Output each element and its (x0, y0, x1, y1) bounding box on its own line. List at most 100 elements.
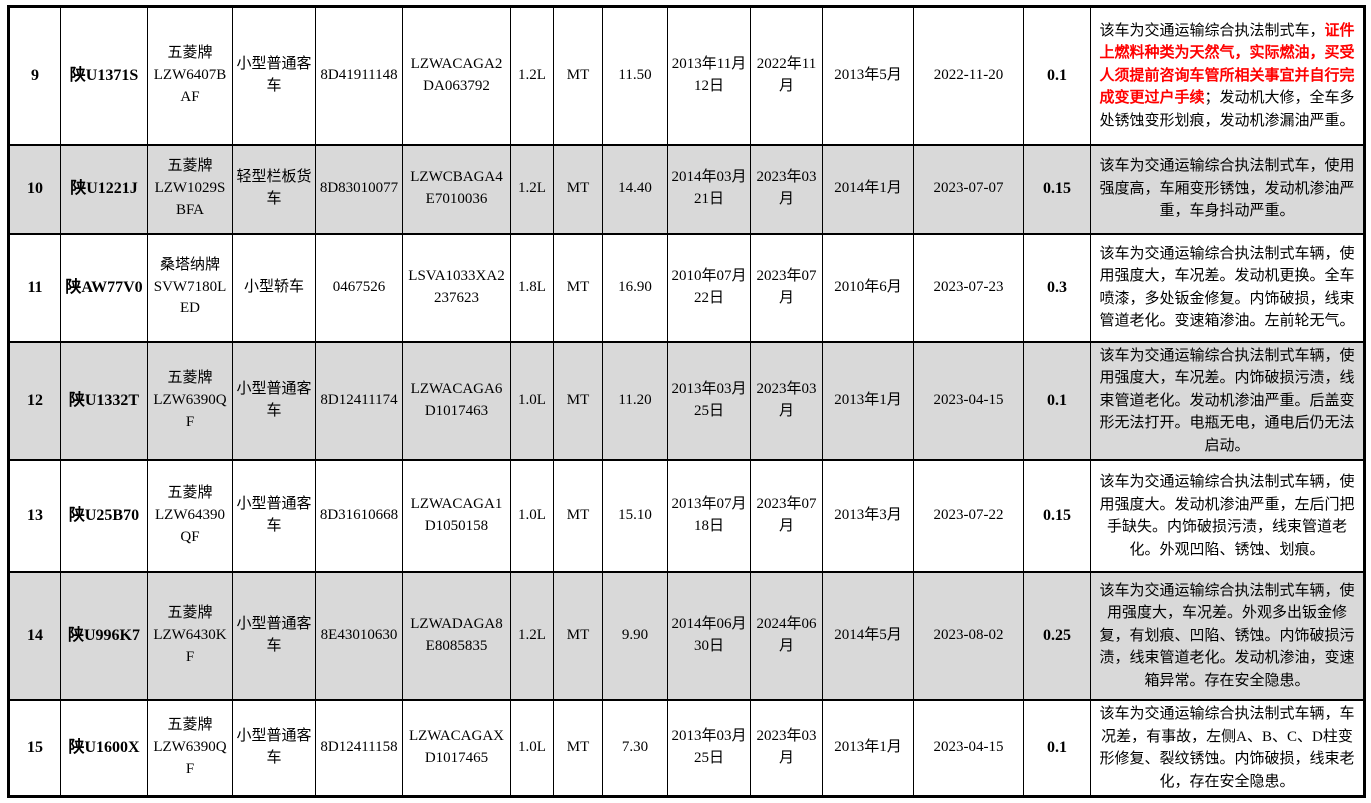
row-number: 13 (8, 459, 61, 573)
register-date: 2013年11月12日 (667, 5, 751, 146)
condition-description: 该车为交通运输综合执法制式车辆，使用强度大，车况差。外观多出钣金修复，有划痕、凹… (1090, 571, 1365, 701)
ratio-value: 0.25 (1023, 571, 1091, 701)
description-text: 该车为交通运输综合执法制式车辆，车况差，有事故，左侧A、B、C、D柱变形修复、裂… (1099, 706, 1355, 790)
brand-name: 桑塔纳牌 (159, 256, 220, 273)
mileage: 16.90 (602, 232, 668, 343)
description-text: 该车为交通运输综合执法制式车辆，使用强度大，车况差。外观多出钣金修复，有划痕、凹… (1099, 582, 1355, 689)
register-date: 2010年07月22日 (667, 232, 751, 343)
base-date: 2023-07-22 (913, 459, 1024, 573)
inspection-valid-until: 2023年03月 (750, 340, 823, 461)
displacement: 1.0L (510, 459, 554, 573)
description-text: 该车为交通运输综合执法制式车辆，使用强度大。发动机渗油严重，左后门把手缺失。内饰… (1099, 474, 1355, 558)
brand-model-cell: 五菱牌 LZW1029SBFA (147, 143, 233, 235)
table-row: 9 陕U1371S 五菱牌 LZW6407BAF 小型普通客车 8D419111… (8, 5, 1365, 146)
gearbox: MT (553, 459, 603, 573)
brand-model-cell: 五菱牌 LZW6407BAF (147, 5, 233, 146)
table-row: 10 陕U1221J 五菱牌 LZW1029SBFA 轻型栏板货车 8D8301… (8, 143, 1365, 235)
brand-model-cell: 五菱牌 LZW6390QF (147, 340, 233, 461)
brand-name: 五菱牌 (167, 717, 213, 734)
row-number: 12 (8, 340, 61, 461)
gearbox: MT (553, 699, 603, 798)
gearbox: MT (553, 340, 603, 461)
displacement: 1.2L (510, 571, 554, 701)
vin-number: LZWCBAGA4E7010036 (402, 143, 511, 235)
engine-number: 8D31610668 (315, 459, 403, 573)
condition-description: 该车为交通运输综合执法制式车辆，使用强度大。发动机渗油严重，左后门把手缺失。内饰… (1090, 459, 1365, 573)
table-row: 14 陕U996K7 五菱牌 LZW6430KF 小型普通客车 8E430106… (8, 571, 1365, 701)
plate-number: 陕U1332T (60, 340, 148, 461)
displacement: 1.2L (510, 143, 554, 235)
displacement: 1.2L (510, 5, 554, 146)
register-date: 2014年03月21日 (667, 143, 751, 235)
brand-name: 五菱牌 (167, 158, 213, 175)
mileage: 7.30 (602, 699, 668, 798)
model-code: LZW64390QF (155, 507, 225, 545)
base-date: 2023-08-02 (913, 571, 1024, 701)
plate-number: 陕U1371S (60, 5, 148, 146)
production-date: 2014年1月 (822, 143, 914, 235)
brand-name: 五菱牌 (167, 45, 213, 62)
description-text: 该车为交通运输综合执法制式车，使用强度高，车厢变形锈蚀，发动机渗油严重，车身抖动… (1099, 158, 1355, 220)
vehicle-table: 9 陕U1371S 五菱牌 LZW6407BAF 小型普通客车 8D419111… (7, 5, 1366, 798)
production-date: 2013年5月 (822, 5, 914, 146)
mileage: 14.40 (602, 143, 668, 235)
engine-number: 8E43010630 (315, 571, 403, 701)
ratio-value: 0.1 (1023, 340, 1091, 461)
inspection-valid-until: 2024年06月 (750, 571, 823, 701)
engine-number: 8D12411158 (315, 699, 403, 798)
inspection-valid-until: 2023年03月 (750, 699, 823, 798)
gearbox: MT (553, 232, 603, 343)
table-row: 15 陕U1600X 五菱牌 LZW6390QF 小型普通客车 8D124111… (8, 699, 1365, 798)
model-code: SVW7180LED (153, 278, 227, 317)
base-date: 2023-04-15 (913, 699, 1024, 798)
register-date: 2013年07月18日 (667, 459, 751, 573)
vin-number: LZWACAGA1D1050158 (402, 459, 511, 573)
production-date: 2010年6月 (822, 232, 914, 343)
model-code: LZW1029SBFA (154, 180, 226, 218)
mileage: 11.50 (602, 5, 668, 146)
displacement: 1.0L (510, 699, 554, 798)
inspection-valid-until: 2023年07月 (750, 459, 823, 573)
production-date: 2013年1月 (822, 340, 914, 461)
description-tail: ；发动机大修，全车多处锈蚀变形划痕，发动机渗漏油严重。 (1099, 90, 1355, 129)
table-row: 12 陕U1332T 五菱牌 LZW6390QF 小型普通客车 8D124111… (8, 340, 1365, 461)
vehicle-type: 轻型栏板货车 (232, 143, 316, 235)
ratio-value: 0.1 (1023, 699, 1091, 798)
production-date: 2014年5月 (822, 571, 914, 701)
vehicle-type: 小型普通客车 (232, 459, 316, 573)
row-number: 10 (8, 143, 61, 235)
register-date: 2013年03月25日 (667, 340, 751, 461)
ratio-value: 0.3 (1023, 232, 1091, 343)
vin-number: LZWACAGA6D1017463 (402, 340, 511, 461)
brand-name: 五菱牌 (167, 370, 213, 387)
inspection-valid-until: 2023年07月 (750, 232, 823, 343)
row-number: 9 (8, 5, 61, 146)
mileage: 15.10 (602, 459, 668, 573)
plate-number: 陕U1221J (60, 143, 148, 235)
condition-description: 该车为交通运输综合执法制式车辆，使用强度大，车况差。内饰破损污渍，线束管道老化。… (1090, 340, 1365, 461)
vehicle-type: 小型普通客车 (232, 571, 316, 701)
row-number: 15 (8, 699, 61, 798)
gearbox: MT (553, 571, 603, 701)
condition-description: 该车为交通运输综合执法制式车，证件上燃料种类为天然气，实际燃油，买受人须提前咨询… (1090, 5, 1365, 146)
table-row: 13 陕U25B70 五菱牌 LZW64390QF 小型普通客车 8D31610… (8, 459, 1365, 573)
vehicle-type: 小型普通客车 (232, 699, 316, 798)
condition-description: 该车为交通运输综合执法制式车，使用强度高，车厢变形锈蚀，发动机渗油严重，车身抖动… (1090, 143, 1365, 235)
ratio-value: 0.1 (1023, 5, 1091, 146)
plate-number: 陕U996K7 (60, 571, 148, 701)
brand-name: 五菱牌 (167, 485, 213, 502)
vin-number: LZWACAGAXD1017465 (402, 699, 511, 798)
model-code: LZW6390QF (153, 391, 227, 430)
description-highlight-red: 证件上燃料种类为天然气，实际燃油，买受人须提前咨询车管所相关事宜并自行完成变更过… (1099, 22, 1355, 107)
inspection-valid-until: 2022年11月 (750, 5, 823, 146)
gearbox: MT (553, 5, 603, 146)
description-text: 该车为交通运输综合执法制式车辆，使用强度大，车况差。发动机更换。全车喷漆，多处钣… (1099, 245, 1355, 330)
production-date: 2013年1月 (822, 699, 914, 798)
ratio-value: 0.15 (1023, 143, 1091, 235)
table-body: 9 陕U1371S 五菱牌 LZW6407BAF 小型普通客车 8D419111… (8, 5, 1365, 798)
model-code: LZW6407BAF (153, 66, 227, 105)
plate-number: 陕AW77V0 (60, 232, 148, 343)
base-date: 2023-07-07 (913, 143, 1024, 235)
register-date: 2014年06月30日 (667, 571, 751, 701)
